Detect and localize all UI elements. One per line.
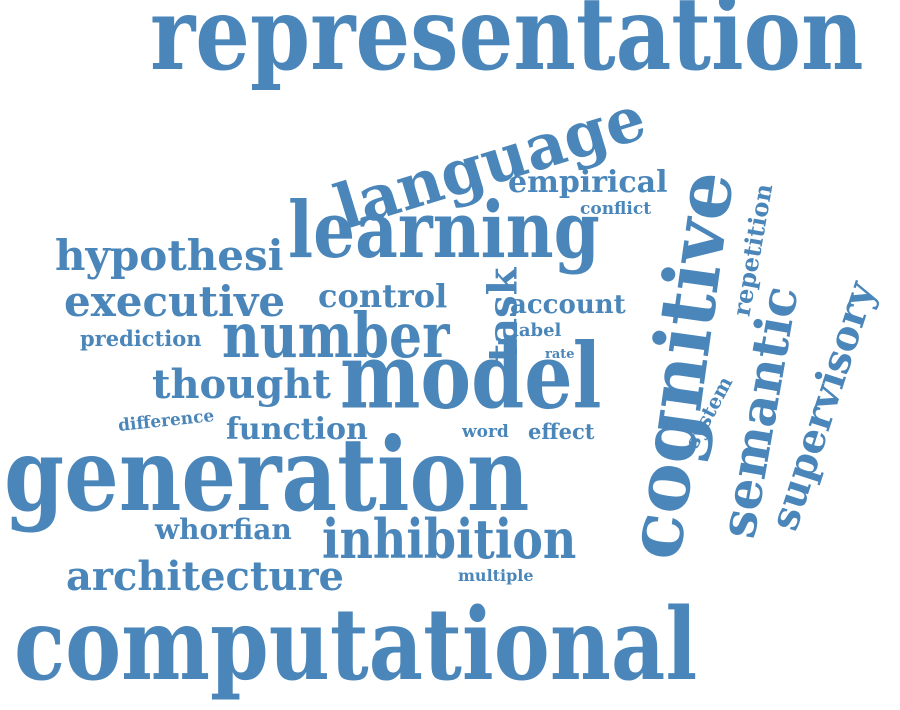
word-word: word — [462, 422, 509, 442]
word-hypothesi: hypothesi — [55, 231, 284, 280]
word-conflict: conflict — [580, 199, 652, 219]
word-learning: learning — [288, 183, 600, 277]
word-generation: generation — [4, 415, 530, 535]
word-architecture: architecture — [66, 553, 344, 600]
word-multiple: multiple — [458, 566, 534, 585]
word-model: model — [340, 323, 602, 429]
word-number: number — [222, 300, 450, 373]
word-thought: thought — [152, 361, 331, 408]
word-representation: representation — [150, 0, 864, 94]
word-inhibition: inhibition — [322, 507, 577, 571]
word-effect: effect — [528, 419, 595, 444]
word-executive: executive — [64, 277, 286, 326]
word-prediction: prediction — [80, 326, 202, 351]
word-rate: rate — [545, 347, 575, 362]
word-function: function — [226, 412, 368, 447]
word-empirical: empirical — [508, 165, 668, 200]
word-account: account — [510, 290, 626, 320]
word-whorfian: whorfian — [155, 513, 292, 546]
word-control: control — [318, 277, 448, 315]
word-label: label — [512, 320, 562, 341]
word-computational: computational — [14, 586, 698, 703]
